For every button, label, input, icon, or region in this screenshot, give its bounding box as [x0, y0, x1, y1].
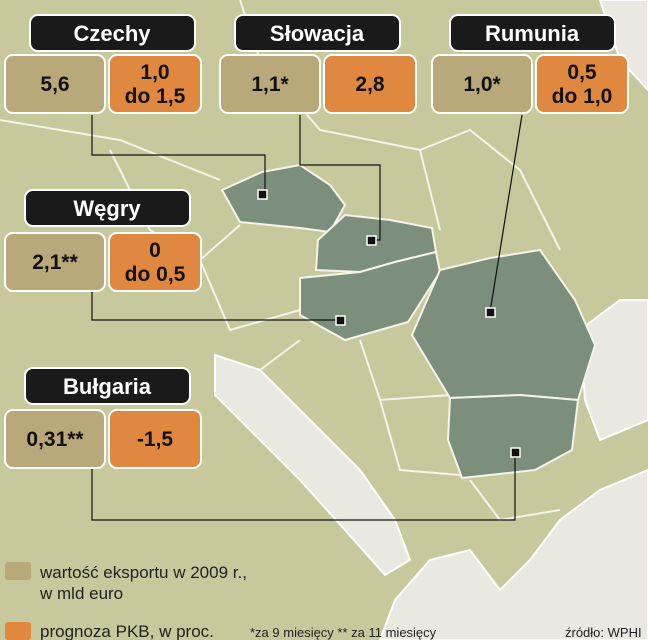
- value-line: 1,0: [140, 61, 169, 84]
- value-line: do 1,0: [552, 85, 613, 108]
- box-value: 0,5 do 1,0: [552, 61, 613, 108]
- value-line: 2,1**: [32, 251, 78, 274]
- source: źródło: WPHI: [565, 625, 642, 640]
- box-value: 0,31**: [26, 428, 84, 451]
- box-header: [24, 189, 191, 227]
- export-cell: [219, 54, 321, 114]
- value-line: 5,6: [40, 73, 69, 96]
- country-box: Czechy 5,6 1,0 do 1,5: [4, 14, 202, 114]
- value-line: 1,0*: [463, 73, 501, 96]
- legend-swatch: [5, 562, 31, 580]
- country-box: Węgry 2,1** 0 do 0,5: [4, 189, 202, 292]
- value-line: 2,8: [355, 73, 385, 96]
- gdp-cell: [108, 232, 202, 292]
- export-cell: [4, 409, 106, 469]
- box-header: [234, 14, 401, 52]
- box-header: [449, 14, 616, 52]
- footnote: *za 9 miesięcy ** za 11 miesięcy: [250, 625, 437, 640]
- value-line: 0,5: [567, 61, 597, 84]
- box-value: -1,5: [137, 428, 174, 451]
- export-cell: [431, 54, 533, 114]
- country-box: Słowacja 1,1* 2,8: [219, 14, 417, 114]
- value-line: 1,1*: [251, 73, 289, 96]
- gdp-cell: [108, 409, 202, 469]
- markers: [257, 189, 521, 458]
- country-name: Słowacja: [270, 21, 365, 46]
- box-value: 1,1*: [251, 73, 289, 96]
- country-boxes: Czechy 5,6 1,0 do 1,5 Słowacja 1,1* 2,8 Rumunia…: [4, 14, 629, 469]
- country-box: Bułgaria 0,31** -1,5: [4, 367, 202, 469]
- value-line: do 1,5: [125, 85, 186, 108]
- legend-label: wartość eksportu w 2009 r., w mld euro: [39, 563, 247, 603]
- export-cell: [4, 54, 106, 114]
- legend-label: prognoza PKB, w proc.: [40, 622, 214, 640]
- leader-lines: [91, 114, 523, 521]
- value-line: -1,5: [137, 428, 174, 451]
- country-name: Bułgaria: [63, 374, 152, 399]
- country-name: Rumunia: [485, 21, 580, 46]
- country-name: Czechy: [73, 21, 151, 46]
- box-value: 1,0*: [463, 73, 501, 96]
- value-line: 0,31**: [26, 428, 84, 451]
- value-line: do 0,5: [125, 263, 186, 286]
- box-value: 0 do 0,5: [125, 239, 186, 286]
- box-header: [24, 367, 191, 405]
- box-value: 5,6: [40, 73, 69, 96]
- box-header: [29, 14, 196, 52]
- value-line: 0: [149, 239, 161, 262]
- gdp-cell: [323, 54, 417, 114]
- highlighted-countries: [220, 163, 597, 480]
- box-value: 1,0 do 1,5: [125, 61, 186, 108]
- export-cell: [4, 232, 106, 292]
- country-name: Węgry: [73, 196, 141, 221]
- legend-swatch: [5, 622, 31, 640]
- gdp-cell: [535, 54, 629, 114]
- box-value: 2,8: [355, 73, 385, 96]
- box-value: 2,1**: [32, 251, 78, 274]
- country-box: Rumunia 1,0* 0,5 do 1,0: [431, 14, 629, 114]
- gdp-cell: [108, 54, 202, 114]
